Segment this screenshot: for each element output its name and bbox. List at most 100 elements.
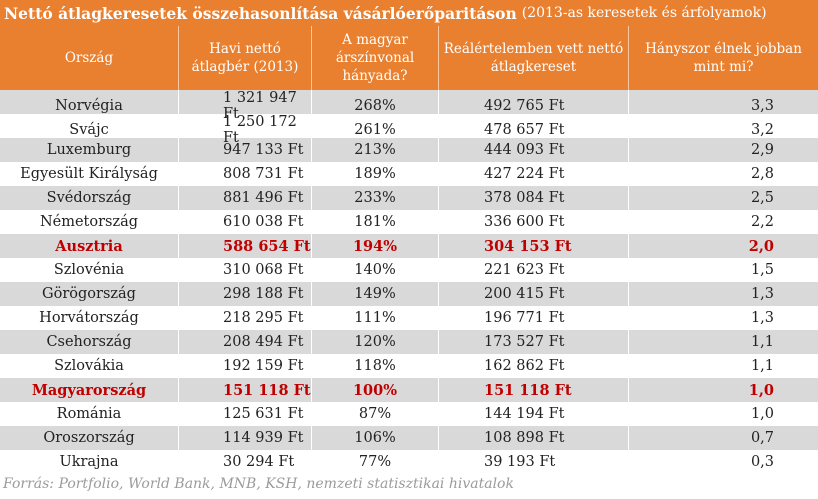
- price-level-cell: 213%: [311, 138, 438, 162]
- table-header: Ország Havi nettó átlagbér (2013) A magy…: [0, 26, 818, 90]
- country-cell: Luxemburg: [46, 142, 132, 158]
- real-wage-cell: 196 771 Ft: [438, 306, 628, 330]
- real-wage-cell: 378 084 Ft: [438, 186, 628, 210]
- title-subtitle: (2013-as keresetek és árfolyamok): [521, 5, 767, 21]
- times-better-cell: 3,3: [628, 90, 818, 122]
- real-wage-cell: 173 527 Ft: [438, 330, 628, 354]
- country-cell: Oroszország: [43, 430, 135, 446]
- country-cell: Magyarország: [31, 381, 147, 399]
- wage-cell: 218 295 Ft: [178, 306, 311, 330]
- real-wage-cell: 221 623 Ft: [438, 258, 628, 282]
- header-real-wage: Reálértelemben vett nettó átlagkereset: [438, 26, 628, 90]
- wage-cell: 1 250 172 Ft: [178, 114, 311, 146]
- country-cell: Norvégia: [55, 98, 123, 114]
- price-level-cell: 189%: [311, 162, 438, 186]
- times-better-cell: 1,3: [628, 306, 818, 330]
- header-wage: Havi nettó átlagbér (2013): [178, 26, 311, 90]
- real-wage-cell: 427 224 Ft: [438, 162, 628, 186]
- price-level-cell: 120%: [311, 330, 438, 354]
- wage-cell: 125 631 Ft: [178, 402, 311, 426]
- real-wage-cell: 478 657 Ft: [438, 114, 628, 146]
- title-main: Nettó átlagkeresetek összehasonlítása vá…: [4, 3, 517, 23]
- real-wage-cell: 144 194 Ft: [438, 402, 628, 426]
- country-cell: Svédország: [46, 190, 132, 206]
- times-better-cell: 2,8: [628, 162, 818, 186]
- real-wage-cell: 151 118 Ft: [438, 378, 628, 402]
- wage-cell: 114 939 Ft: [178, 426, 311, 450]
- wage-cell: 610 038 Ft: [178, 210, 311, 234]
- country-cell: Görögország: [42, 286, 136, 302]
- country-cell: Svájc: [69, 122, 109, 138]
- times-better-cell: 2,2: [628, 210, 818, 234]
- wage-cell: 192 159 Ft: [178, 354, 311, 378]
- real-wage-cell: 200 415 Ft: [438, 282, 628, 306]
- real-wage-cell: 108 898 Ft: [438, 426, 628, 450]
- times-better-cell: 2,5: [628, 186, 818, 210]
- table-row: Luxemburg 947 133 Ft 213% 444 093 Ft 2,9: [0, 138, 818, 162]
- table-row: Németország 610 038 Ft 181% 336 600 Ft 2,2: [0, 210, 818, 234]
- header-times-better: Hányszor élnek jobban mint mi?: [628, 26, 818, 90]
- table-row: Horvátország 218 295 Ft 111% 196 771 Ft 1,3: [0, 306, 818, 330]
- times-better-cell: 1,1: [628, 330, 818, 354]
- country-cell: Egyesült Királyság: [20, 166, 158, 182]
- times-better-cell: 1,1: [628, 354, 818, 378]
- times-better-cell: 3,2: [628, 114, 818, 146]
- wage-cell: 808 731 Ft: [178, 162, 311, 186]
- wage-cell: 947 133 Ft: [178, 138, 311, 162]
- price-level-cell: 111%: [311, 306, 438, 330]
- times-better-cell: 0,7: [628, 426, 818, 450]
- country-cell: Ausztria: [55, 237, 123, 255]
- table-row: Svédország 881 496 Ft 233% 378 084 Ft 2,5: [0, 186, 818, 210]
- table-row: Románia 125 631 Ft 87% 144 194 Ft 1,0: [0, 402, 818, 426]
- wage-cell: 310 068 Ft: [178, 258, 311, 282]
- table-row: Ausztria 588 654 Ft 194% 304 153 Ft 2,0: [0, 234, 818, 258]
- table-row: Ukrajna 30 294 Ft 77% 39 193 Ft 0,3: [0, 450, 818, 474]
- table-row: Görögország 298 188 Ft 149% 200 415 Ft 1,3: [0, 282, 818, 306]
- source-note: Forrás: Portfolio, World Bank, MNB, KSH,…: [3, 476, 514, 492]
- wage-cell: 1 321 947 Ft: [178, 90, 311, 122]
- country-cell: Szlovákia: [54, 358, 124, 374]
- price-level-cell: 87%: [311, 402, 438, 426]
- price-level-cell: 140%: [311, 258, 438, 282]
- price-level-cell: 100%: [311, 378, 438, 402]
- price-level-cell: 118%: [311, 354, 438, 378]
- price-level-cell: 181%: [311, 210, 438, 234]
- real-wage-cell: 39 193 Ft: [438, 450, 628, 474]
- table-row: Oroszország 114 939 Ft 106% 108 898 Ft 0,7: [0, 426, 818, 450]
- header-price-level: A magyar árszínvonal hányada?: [311, 26, 438, 90]
- real-wage-cell: 304 153 Ft: [438, 234, 628, 258]
- table-row: Szlovénia 310 068 Ft 140% 221 623 Ft 1,5: [0, 258, 818, 282]
- real-wage-cell: 444 093 Ft: [438, 138, 628, 162]
- times-better-cell: 1,0: [628, 378, 818, 402]
- times-better-cell: 1,3: [628, 282, 818, 306]
- price-level-cell: 233%: [311, 186, 438, 210]
- price-level-cell: 77%: [311, 450, 438, 474]
- price-level-cell: 149%: [311, 282, 438, 306]
- table-title: Nettó átlagkeresetek összehasonlítása vá…: [0, 0, 818, 26]
- country-cell: Németország: [39, 214, 139, 230]
- country-cell: Ukrajna: [59, 454, 119, 470]
- price-level-cell: 261%: [311, 114, 438, 146]
- wage-cell: 298 188 Ft: [178, 282, 311, 306]
- price-level-cell: 268%: [311, 90, 438, 122]
- real-wage-cell: 162 862 Ft: [438, 354, 628, 378]
- wage-cell: 151 118 Ft: [178, 378, 311, 402]
- wage-cell: 588 654 Ft: [178, 234, 311, 258]
- times-better-cell: 1,0: [628, 402, 818, 426]
- table-row: Norvégia 1 321 947 Ft 268% 492 765 Ft 3,3: [0, 90, 818, 122]
- table-row: Csehország 208 494 Ft 120% 173 527 Ft 1,1: [0, 330, 818, 354]
- header-country: Ország: [64, 50, 114, 66]
- country-cell: Románia: [56, 406, 122, 422]
- country-cell: Csehország: [46, 334, 132, 350]
- country-cell: Szlovénia: [53, 262, 125, 278]
- table-row: Egyesült Királyság 808 731 Ft 189% 427 224 …: [0, 162, 818, 186]
- price-level-cell: 106%: [311, 426, 438, 450]
- times-better-cell: 2,0: [628, 234, 818, 258]
- real-wage-cell: 492 765 Ft: [438, 90, 628, 122]
- times-better-cell: 1,5: [628, 258, 818, 282]
- times-better-cell: 2,9: [628, 138, 818, 162]
- wage-cell: 208 494 Ft: [178, 330, 311, 354]
- country-cell: Horvátország: [39, 310, 139, 326]
- wage-cell: 30 294 Ft: [178, 450, 311, 474]
